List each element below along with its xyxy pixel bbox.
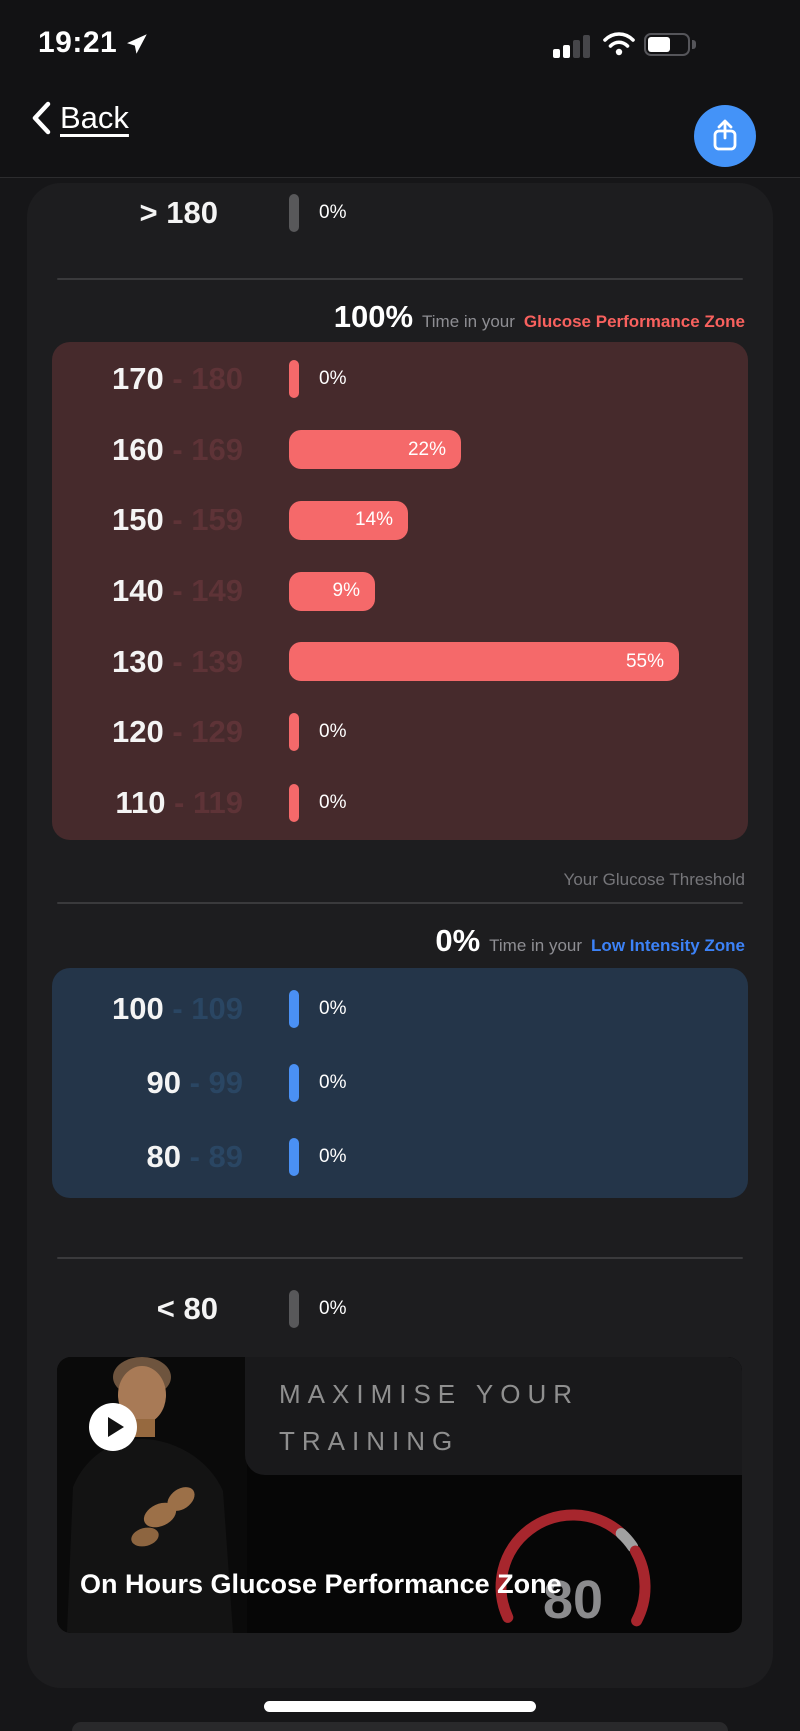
bar-area: 0% [289, 713, 347, 752]
range-label: 110 - 119 [115, 784, 243, 820]
range-label: 100 - 109 [111, 990, 243, 1026]
chevron-left-icon [32, 101, 51, 135]
percent-label: 55% [625, 650, 664, 672]
zero-bar [289, 783, 299, 822]
battery-icon [644, 33, 690, 56]
zone-row: 140 - 149 9% [52, 558, 748, 625]
bar-area: 0% [289, 1064, 346, 1102]
low-intensity-headline: 0% Time in your Low Intensity Zone [435, 923, 745, 959]
range-label: 130 - 139 [111, 643, 243, 679]
value-bar: 9% [289, 571, 375, 611]
zero-bar [289, 1290, 299, 1328]
status-and-nav-bar: 19:21 Back [0, 0, 800, 178]
range-label: 160 - 169 [111, 431, 243, 467]
cellular-signal-icon [553, 32, 595, 58]
divider [57, 902, 743, 904]
wifi-icon [603, 32, 635, 56]
video-caption: On Hours Glucose Performance Zone [80, 1569, 562, 1599]
divider [57, 1257, 743, 1259]
zone-row: 120 - 129 0% [52, 699, 748, 766]
percent-label: 22% [407, 438, 446, 460]
headline-mid: Time in your [489, 936, 583, 955]
video-heading-panel: MAXIMISE YOUR TRAINING [245, 1357, 742, 1475]
back-label: Back [60, 100, 129, 135]
battery-cap [692, 40, 696, 49]
performance-zone-headline: 100% Time in your Glucose Performance Zo… [334, 299, 745, 335]
presenter-photo [57, 1357, 247, 1633]
range-label: 140 - 149 [111, 573, 243, 608]
range-label: > 180 [139, 195, 218, 230]
percent-label: 0% [319, 202, 347, 223]
headline-percent: 100% [333, 299, 414, 334]
percent-label: 0% [319, 997, 347, 1019]
bar-area: 55% [289, 642, 679, 682]
bar-area: 0% [289, 360, 347, 399]
zero-bar [289, 1064, 299, 1102]
video-heading-line1: MAXIMISE YOUR [279, 1379, 580, 1409]
video-heading-line2: TRAINING [279, 1426, 460, 1456]
row-above-180: > 180 0% [27, 191, 773, 235]
bar-area: 0% [289, 1138, 347, 1177]
glucose-zones-card: > 180 0% 100% Time in your Glucose Perfo… [27, 183, 773, 1688]
bottom-sheet-edge [72, 1722, 728, 1731]
percent-label: 0% [319, 368, 347, 390]
performance-zone-box: 170 - 180 0% 160 - 169 22% 150 - 159 14% 140 -… [52, 342, 748, 840]
percent-label: 14% [354, 509, 393, 531]
range-label: 120 - 129 [111, 714, 243, 750]
headline-percent: 0% [435, 923, 481, 958]
zero-bar [289, 989, 299, 1028]
percent-label: 0% [319, 1298, 347, 1319]
percent-label: 0% [319, 1146, 347, 1168]
range-label: 90 - 99 [146, 1065, 243, 1100]
zone-row: 170 - 180 0% [52, 346, 748, 413]
zero-bar [289, 713, 299, 752]
low-intensity-zone-link[interactable]: Low Intensity Zone [591, 936, 745, 955]
back-button[interactable]: Back [30, 100, 129, 136]
location-services-icon [127, 34, 147, 54]
zone-row: 150 - 159 14% [52, 487, 748, 554]
zone-row: 130 - 139 55% [52, 628, 748, 695]
share-icon [713, 119, 737, 151]
range-label: 150 - 159 [111, 502, 243, 538]
zone-row: 80 - 89 0% [52, 1124, 748, 1191]
glucose-gauge-graphic [495, 1509, 651, 1627]
glucose-performance-zone-link[interactable]: Glucose Performance Zone [523, 312, 745, 331]
divider [57, 278, 743, 280]
range-label: < 80 [156, 1291, 218, 1326]
percent-label: 0% [319, 791, 347, 813]
low-intensity-zone-box: 100 - 109 0% 90 - 99 0% 80 - 89 0% [52, 968, 748, 1198]
percent-label: 0% [319, 1072, 347, 1093]
gauge-value: 80 [542, 1570, 604, 1630]
share-button[interactable] [694, 105, 756, 167]
video-thumbnail[interactable]: MAXIMISE YOUR TRAINING 80 On Hours Gluco… [57, 1357, 742, 1633]
row-below-80: < 80 0% [27, 1287, 773, 1331]
zero-bar [289, 1138, 299, 1177]
headline-mid: Time in your [422, 312, 515, 331]
glucose-threshold-label: Your Glucose Threshold [563, 870, 745, 889]
bar-area: 0% [289, 783, 347, 822]
value-bar: 14% [289, 500, 408, 540]
zero-bar [289, 194, 299, 232]
bar-above-180: 0% [289, 194, 346, 232]
range-label: 80 - 89 [146, 1139, 243, 1175]
percent-label: 9% [332, 580, 360, 601]
bar-area: 14% [289, 500, 408, 540]
range-label: 170 - 180 [111, 361, 243, 397]
zone-row: 110 - 119 0% [52, 769, 748, 836]
home-indicator[interactable] [264, 1701, 536, 1712]
bar-area: 22% [289, 430, 461, 470]
bar-below-80: 0% [289, 1290, 346, 1328]
play-button[interactable] [89, 1403, 137, 1451]
zero-bar [289, 360, 299, 399]
play-icon [107, 1417, 124, 1437]
bar-area: 0% [289, 989, 347, 1028]
zone-row: 160 - 169 22% [52, 416, 748, 483]
bar-area: 9% [289, 571, 375, 611]
value-bar: 22% [289, 430, 461, 470]
zone-row: 100 - 109 0% [52, 975, 748, 1042]
zone-row: 90 - 99 0% [52, 1050, 748, 1117]
status-time: 19:21 [38, 26, 118, 59]
percent-label: 0% [319, 721, 347, 743]
value-bar: 55% [289, 642, 679, 682]
